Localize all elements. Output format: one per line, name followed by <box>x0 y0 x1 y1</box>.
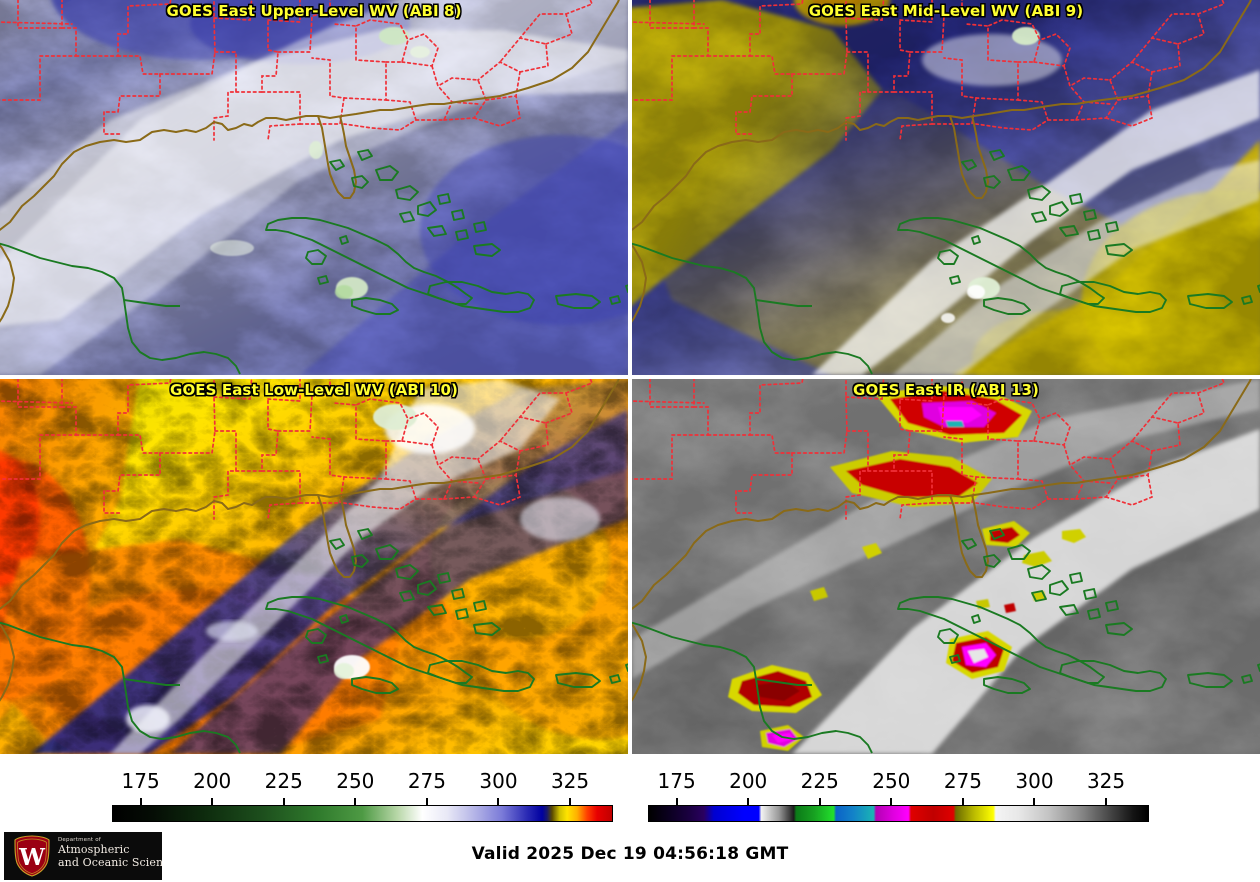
ir-colorbar[interactable]: 175 200 225 250 275 300 325 <box>630 756 1260 830</box>
colorbar-tick-label: 250 <box>336 769 375 793</box>
colorbar-tick-mark <box>211 798 214 805</box>
svg-text:W: W <box>18 844 46 871</box>
footer: W Department of Atmospheric and Oceanic … <box>0 830 1260 882</box>
colorbar-tick-mark <box>1033 798 1036 805</box>
ir-colorbar-gradient[interactable] <box>648 805 1149 822</box>
uw-logo-text: Department of Atmospheric and Oceanic Sc… <box>58 836 162 869</box>
logo-line-2: and Oceanic Sciences <box>58 855 162 869</box>
colorbar-tick-mark <box>139 798 142 805</box>
colorbar-tick-label: 175 <box>121 769 160 793</box>
colorbar-tick-mark <box>282 798 285 805</box>
colorbar-tick-label: 250 <box>872 769 911 793</box>
colorbar-tick-mark <box>818 798 821 805</box>
satellite-image-upper-level-wv <box>0 0 628 375</box>
ir-colorbar-fill <box>649 806 1148 821</box>
panel-ir[interactable]: GOES East IR (ABI 13) <box>632 379 1260 754</box>
colorbar-tick-label: 275 <box>407 769 446 793</box>
colorbar-tick-mark <box>961 798 964 805</box>
colorbar-tick-label: 175 <box>657 769 696 793</box>
colorbar-tick-mark <box>1105 798 1108 805</box>
logo-department-line: Department of <box>58 837 101 843</box>
water-vapor-colorbar[interactable]: 175 200 225 250 275 300 325 <box>0 756 630 830</box>
colorbar-tick-mark <box>890 798 893 805</box>
panel-mid-level-wv[interactable]: GOES East Mid-Level WV (ABI 9) <box>632 0 1260 375</box>
colorbar-tick-label: 225 <box>264 769 303 793</box>
colorbar-area: 175 200 225 250 275 300 325 175 200 225 250 275 300… <box>0 756 1260 830</box>
logo-line-1: Atmospheric <box>58 843 130 856</box>
wv-colorbar-gradient[interactable] <box>112 805 613 822</box>
colorbar-tick-mark <box>354 798 357 805</box>
valid-time-label: Valid 2025 Dec 19 04:56:18 GMT <box>471 844 789 864</box>
satellite-image-mid-level-wv <box>632 0 1260 375</box>
colorbar-tick-label: 325 <box>1086 769 1126 793</box>
colorbar-tick-label: 200 <box>193 769 232 793</box>
wv-colorbar-fill <box>113 806 612 821</box>
panel-upper-level-wv[interactable]: GOES East Upper-Level WV (ABI 8) <box>0 0 628 375</box>
ir-colorbar-ticks <box>630 798 1260 805</box>
colorbar-tick-mark <box>569 798 572 805</box>
colorbar-tick-label: 300 <box>479 769 518 793</box>
wv-colorbar-ticks <box>0 798 630 805</box>
panel-low-level-wv[interactable]: GOES East Low-Level WV (ABI 10) <box>0 379 628 754</box>
colorbar-tick-label: 225 <box>800 769 839 793</box>
colorbar-tick-mark <box>747 798 750 805</box>
satellite-image-low-level-wv <box>0 379 628 754</box>
colorbar-tick-mark <box>497 798 500 805</box>
wv-colorbar-tick-labels: 175 200 225 250 275 300 325 <box>0 770 630 796</box>
uw-aos-logo[interactable]: W Department of Atmospheric and Oceanic … <box>4 832 162 880</box>
colorbar-tick-label: 275 <box>943 769 982 793</box>
colorbar-tick-label: 325 <box>550 769 590 793</box>
ir-colorbar-tick-labels: 175 200 225 250 275 300 325 <box>630 770 1260 796</box>
colorbar-tick-mark <box>425 798 428 805</box>
colorbar-tick-label: 200 <box>729 769 768 793</box>
uw-crest-icon: W <box>14 835 50 877</box>
satellite-image-ir <box>632 379 1260 754</box>
panel-grid: GOES East Upper-Level WV (ABI 8) <box>0 0 1260 754</box>
colorbar-tick-label: 300 <box>1015 769 1054 793</box>
colorbar-tick-mark <box>675 798 678 805</box>
